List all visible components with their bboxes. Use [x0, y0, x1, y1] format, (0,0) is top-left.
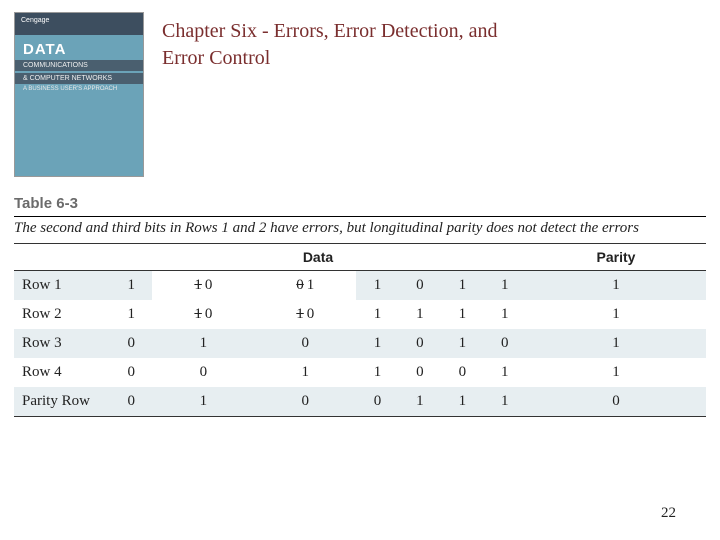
chapter-title: Chapter Six - Errors, Error Detection, a…	[162, 18, 522, 72]
col-blank	[14, 244, 110, 271]
book-subtitle1: COMMUNICATIONS	[15, 60, 143, 71]
cell: 1	[526, 300, 706, 329]
cell: 0	[399, 329, 441, 358]
cell: 0	[254, 329, 356, 358]
cell: 1	[526, 271, 706, 301]
cell: 1	[484, 271, 526, 301]
col-data: Data	[110, 244, 526, 271]
cell: 1	[356, 271, 398, 301]
col-parity: Parity	[526, 244, 706, 271]
book-publisher: Cengage	[15, 13, 143, 35]
cell: 1 0	[152, 300, 254, 329]
cell: 0	[484, 329, 526, 358]
cell: 0	[441, 358, 483, 387]
table-row: Row 400110011	[14, 358, 706, 387]
cell: 1 0	[254, 300, 356, 329]
row-label: Row 4	[14, 358, 110, 387]
cell: 1	[110, 300, 152, 329]
table-row: Row 301010101	[14, 329, 706, 358]
page-number: 22	[661, 505, 676, 522]
cell: 1	[484, 300, 526, 329]
cell: 0	[110, 329, 152, 358]
cell: 1 0	[152, 271, 254, 301]
cell: 0	[399, 358, 441, 387]
cell: 1	[356, 300, 398, 329]
cell: 1	[484, 387, 526, 417]
table-row: Parity Row01001110	[14, 387, 706, 417]
table-block: Table 6-3 The second and third bits in R…	[14, 195, 706, 417]
cell: 0	[526, 387, 706, 417]
cell: 1	[441, 300, 483, 329]
cell: 1	[399, 300, 441, 329]
cell: 0	[254, 387, 356, 417]
cell: 0	[356, 387, 398, 417]
book-tagline: A BUSINESS USER'S APPROACH	[15, 84, 143, 94]
table-caption: The second and third bits in Rows 1 and …	[14, 216, 706, 243]
cell: 1	[484, 358, 526, 387]
cell: 1	[152, 387, 254, 417]
cell: 1	[110, 271, 152, 301]
table-row: Row 211 01 011111	[14, 300, 706, 329]
table-row: Row 111 00 110111	[14, 271, 706, 301]
cell: 0	[399, 271, 441, 301]
row-label: Parity Row	[14, 387, 110, 417]
cell: 1	[399, 387, 441, 417]
cell: 0	[110, 387, 152, 417]
book-subtitle2: & COMPUTER NETWORKS	[15, 73, 143, 84]
cell: 1	[441, 329, 483, 358]
row-label: Row 3	[14, 329, 110, 358]
cell: 1	[441, 271, 483, 301]
cell: 1	[526, 329, 706, 358]
cell: 0	[152, 358, 254, 387]
book-title: DATA	[15, 35, 143, 58]
cell: 1	[254, 358, 356, 387]
table-label: Table 6-3	[14, 195, 706, 212]
cell: 1	[441, 387, 483, 417]
book-cover-image: Cengage DATA COMMUNICATIONS & COMPUTER N…	[14, 12, 144, 177]
cell: 1	[356, 329, 398, 358]
parity-table: Data Parity Row 111 00 110111Row 211 01 …	[14, 243, 706, 417]
cell: 1	[152, 329, 254, 358]
cell: 1	[526, 358, 706, 387]
row-label: Row 2	[14, 300, 110, 329]
cell: 1	[356, 358, 398, 387]
cell: 0	[110, 358, 152, 387]
row-label: Row 1	[14, 271, 110, 301]
cell: 0 1	[254, 271, 356, 301]
